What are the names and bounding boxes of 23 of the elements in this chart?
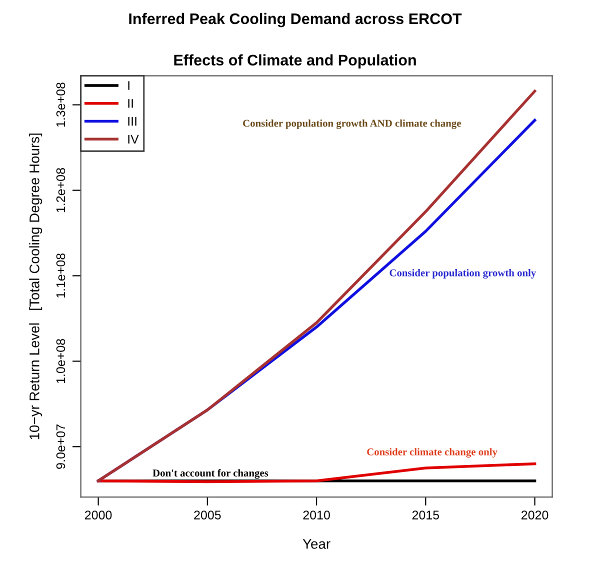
y-tick-label: 1.0e+08 (56, 338, 66, 384)
annotation: Consider population growth only (390, 269, 536, 279)
annotation: Consider climate change only (367, 448, 498, 458)
chart-title: Inferred Peak Cooling Demand across ERCOT (129, 12, 462, 28)
y-axis-title: 10−yr Return Level [Total Cooling Degree Hours] (29, 134, 42, 440)
x-tick-label: 2010 (303, 510, 330, 520)
y-tick-label: 9.0e+07 (56, 424, 66, 469)
y-tick-label: 1.1e+08 (56, 254, 66, 298)
line-series (96, 462, 536, 484)
annotation: Don't account for changes (152, 469, 268, 479)
y-tick-label: 1.2e+08 (56, 168, 66, 212)
x-tick-label: 2015 (412, 510, 440, 520)
x-tick-label: 2005 (194, 510, 221, 520)
legend-label: III (128, 117, 136, 126)
legend-label: II (128, 99, 133, 108)
legend-label: I (128, 81, 130, 90)
x-tick-label: 2020 (522, 510, 548, 520)
chart-subtitle: Effects of Climate and Population (174, 54, 416, 69)
annotation: Consider population growth AND climate change (243, 119, 461, 129)
y-tick-label: 1.3e+08 (56, 82, 66, 127)
x-axis-title: Year (302, 539, 330, 549)
legend-label: IV (128, 134, 139, 144)
x-tick-label: 2000 (85, 510, 112, 520)
